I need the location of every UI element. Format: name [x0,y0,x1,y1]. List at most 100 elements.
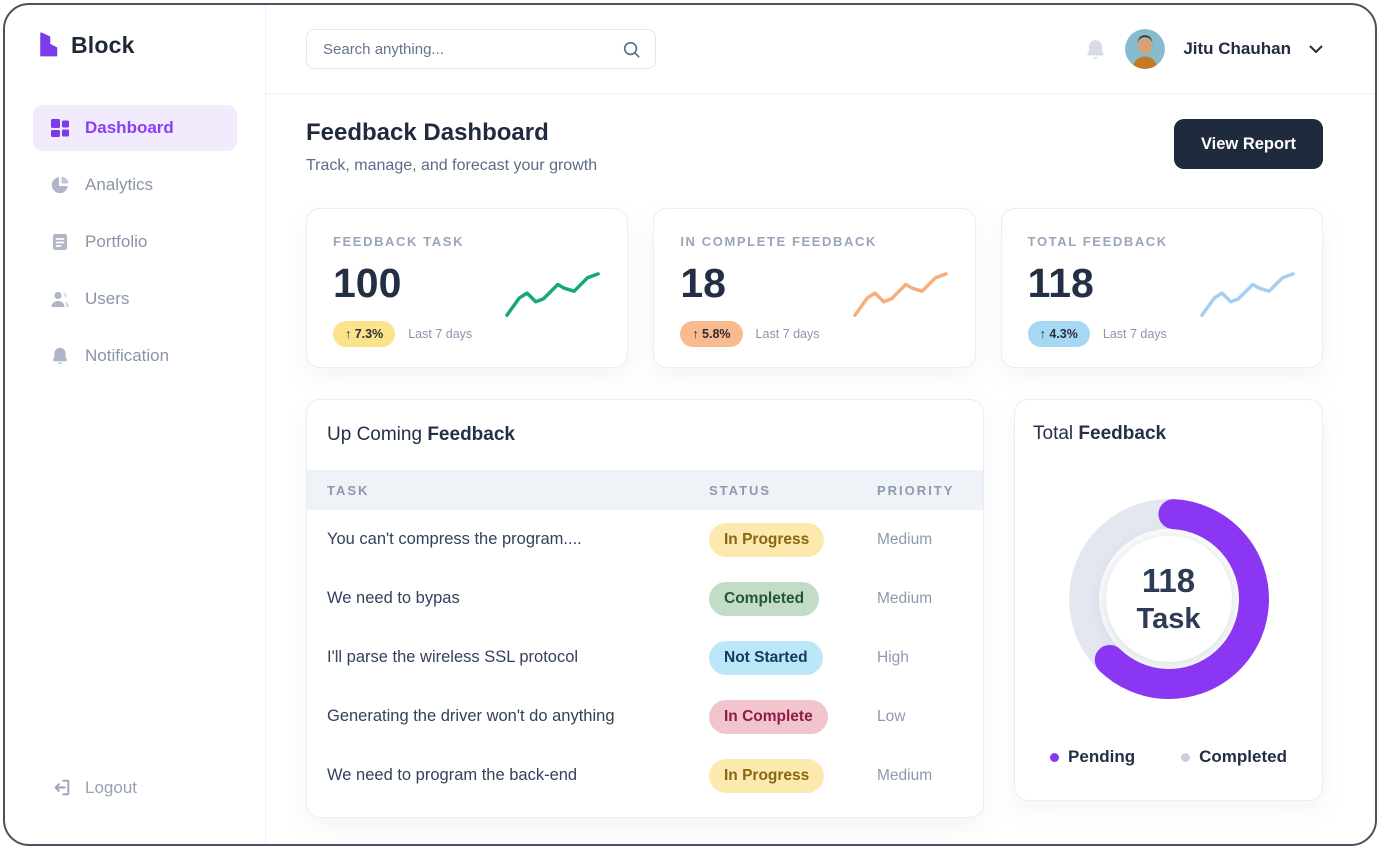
priority-text: High [877,648,909,666]
sidebar-item-users[interactable]: Users [33,276,237,322]
page-subtitle: Track, manage, and forecast your growth [306,157,598,174]
status-badge: In Progress [709,758,825,793]
search-icon[interactable] [622,40,641,59]
donut-total-unit: Task [1136,603,1201,635]
user-avatar[interactable] [1125,29,1166,69]
sidebar-item-label: Analytics [85,175,154,194]
change-badge: ↑ 5.8% [680,321,743,347]
title-bold: Feedback [1078,423,1167,444]
dashboard-grid-icon [50,118,70,138]
change-badge: ↑ 7.3% [333,321,396,347]
logout-button[interactable]: Logout [50,777,137,798]
status-badge: In Complete [709,699,828,734]
view-report-button[interactable]: View Report [1173,119,1323,169]
stat-value: 18 [680,260,726,306]
stat-value: 118 [1027,260,1094,306]
page-title: Feedback Dashboard [306,119,549,146]
content: Feedback Dashboard Track, manage, and fo… [266,94,1375,818]
analytics-pie-icon [50,175,70,195]
brand-logo: Block [33,31,237,59]
column-priority: PRIORITY [877,482,955,498]
sidebar-item-analytics[interactable]: Analytics [33,162,237,208]
sidebar-item-notification[interactable]: Notification [33,333,237,379]
task-text: You can't compress the program.... [327,530,582,548]
bell-icon [50,346,70,366]
change-value: ↑ 7.3% [345,327,384,341]
table-row[interactable]: You can't compress the program.... In Pr… [307,510,983,569]
page-header: Feedback Dashboard Track, manage, and fo… [306,119,1323,175]
table-row[interactable]: We need to program the back-end In Progr… [307,746,983,805]
priority-text: Medium [877,766,933,784]
pending-dot-icon [1050,752,1060,762]
sparkline-chart [1200,272,1295,317]
legend-label: Pending [1068,747,1136,766]
logout-icon [50,777,71,798]
task-text: We need to bypas [327,589,460,607]
legend-item-completed: Completed [1181,747,1287,767]
table-header: TASK STATUS PRIORITY [307,470,983,510]
task-text: We need to program the back-end [327,766,578,784]
sidebar-nav: Dashboard Analytics [33,105,237,379]
title-regular: Up Coming [327,424,428,445]
stat-card-total-feedback: TOTAL FEEDBACK 118 ↑ 4.3% Last 7 days [1000,208,1323,368]
portfolio-file-icon [50,232,70,252]
search-input[interactable] [321,39,622,59]
priority-text: Medium [877,530,933,548]
sidebar-item-label: Notification [85,346,170,365]
sidebar: Block Dashboard [5,5,266,844]
priority-text: Medium [877,589,933,607]
table-row[interactable]: I'll parse the wireless SSL protocol Not… [307,628,983,687]
user-area: Jitu Chauhan [1084,29,1323,69]
change-value: ↑ 4.3% [1039,327,1078,341]
sidebar-item-label: Users [85,289,130,308]
stat-card-incomplete-feedback: IN COMPLETE FEEDBACK 18 ↑ 5.8% Last 7 da… [653,208,976,368]
stat-card-feedback-task: FEEDBACK TASK 100 ↑ 7.3% Last 7 days [306,208,629,368]
block-logo-icon [33,31,61,59]
task-text: Generating the driver won't do anything [327,707,615,725]
title-bold: Feedback [427,424,515,445]
chevron-down-icon[interactable] [1309,45,1323,54]
stats-row: FEEDBACK TASK 100 ↑ 7.3% Last 7 days [306,208,1323,368]
status-badge: In Progress [709,522,825,557]
change-badge: ↑ 4.3% [1027,321,1090,347]
sidebar-item-label: Dashboard [85,118,174,137]
completed-dot-icon [1181,752,1191,762]
sparkline-chart [505,272,601,317]
search-box[interactable] [306,29,656,69]
logout-label: Logout [85,777,137,797]
priority-text: Low [877,707,906,725]
status-badge: Not Started [709,640,823,675]
upcoming-feedback-card: Up Coming Feedback TASK STATUS PRIORITY … [306,399,984,818]
user-name[interactable]: Jitu Chauhan [1183,39,1291,58]
stat-label: IN COMPLETE FEEDBACK [680,234,877,249]
app-window: Block Dashboard [3,3,1377,846]
task-text: I'll parse the wireless SSL protocol [327,648,579,666]
table-row[interactable]: Generating the driver won't do anything … [307,687,983,746]
sidebar-item-portfolio[interactable]: Portfolio [33,219,237,265]
legend-item-pending: Pending [1050,747,1135,767]
sidebar-item-label: Portfolio [85,232,148,251]
stat-period: Last 7 days [755,327,820,341]
change-value: ↑ 5.8% [692,327,731,341]
stat-label: TOTAL FEEDBACK [1027,234,1168,249]
donut-legend: Pending Completed [1015,747,1322,767]
donut-total-value: 118 [1141,562,1196,599]
topbar: Jitu Chauhan [266,5,1375,94]
sparkline-chart [852,272,948,317]
legend-label: Completed [1199,747,1287,766]
stat-label: FEEDBACK TASK [333,234,465,249]
column-task: TASK [327,482,370,498]
brand-name: Block [71,31,135,58]
stat-value: 100 [333,260,402,306]
column-status: STATUS [709,482,772,498]
donut-chart: 118 Task [1053,483,1285,715]
sidebar-item-dashboard[interactable]: Dashboard [33,105,237,151]
title-regular: Total [1033,423,1079,444]
total-feedback-title: Total Feedback [1015,423,1322,445]
upcoming-feedback-title: Up Coming Feedback [307,424,983,446]
donut-pending-arc [1068,499,1269,699]
stat-period: Last 7 days [408,327,473,341]
status-badge: Completed [709,581,820,616]
notification-bell-icon[interactable] [1084,38,1107,61]
table-row[interactable]: We need to bypas Completed Medium [307,569,983,628]
